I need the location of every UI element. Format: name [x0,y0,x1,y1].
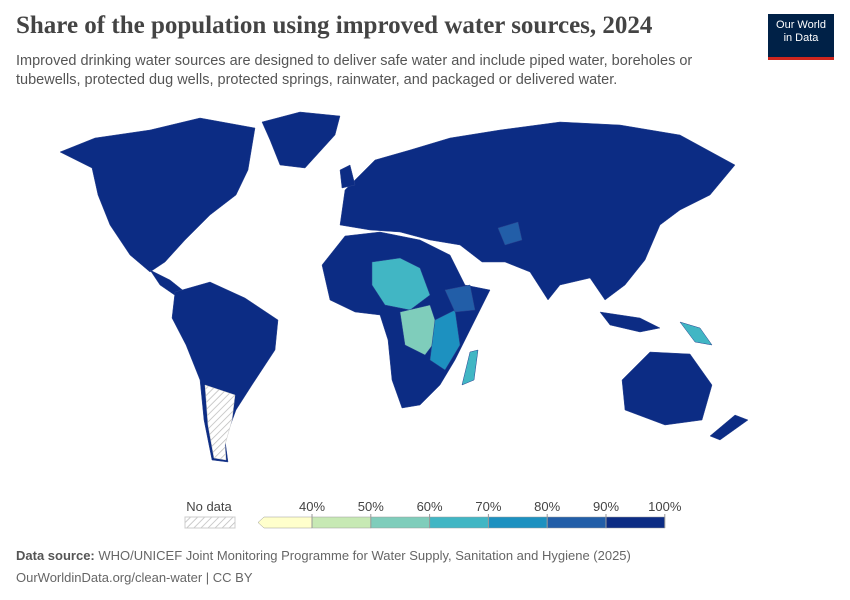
map: No data 40% 50% 60% 70% 80% 90% 100% [59,111,749,529]
subtitle: Improved drinking water sources are desi… [16,53,693,88]
legend-swatch [370,516,430,529]
legend-swatch [311,516,372,529]
legend-swatch [488,516,548,529]
source-text: WHO/UNICEF Joint Monitoring Programme fo… [98,548,631,563]
papua [679,321,713,346]
madagascar [461,349,479,386]
logo-line: in Data [783,32,819,44]
indonesia [599,311,661,333]
legend-no-data-swatch [184,516,236,529]
new-zealand [709,414,749,441]
logo[interactable]: Our World in Data [768,14,834,60]
australia [621,351,713,426]
link[interactable]: OurWorldinData.org/clean-water | CC BY [16,570,253,585]
legend-no-data-label: No data [186,499,232,514]
legend: No data 40% 50% 60% 70% 80% 90% 100% [184,499,682,529]
logo-line: Our World [776,19,826,31]
source-label: Data source: [16,548,95,563]
legend-label: 70% [475,499,501,514]
horn-of-africa [444,284,476,313]
legend-label: 60% [417,499,443,514]
legend-label: 90% [593,499,619,514]
countries [59,111,749,463]
north-america [59,117,256,273]
greenland [261,111,341,169]
legend-swatch [257,516,313,529]
legend-swatch [546,516,607,529]
legend-label: 50% [358,499,384,514]
source: Data source: WHO/UNICEF Joint Monitoring… [16,548,631,563]
sahel [371,257,431,311]
patagonia-no-data [204,384,236,461]
legend-swatch [429,516,489,529]
afghanistan [497,221,523,246]
legend-label: 80% [534,499,560,514]
legend-swatch [605,516,666,529]
east-africa [429,309,461,371]
legend-label: 40% [299,499,325,514]
title: Share of the population using improved w… [16,12,653,39]
uk [339,164,356,189]
legend-label: 100% [648,499,682,514]
eurasia [339,121,736,301]
